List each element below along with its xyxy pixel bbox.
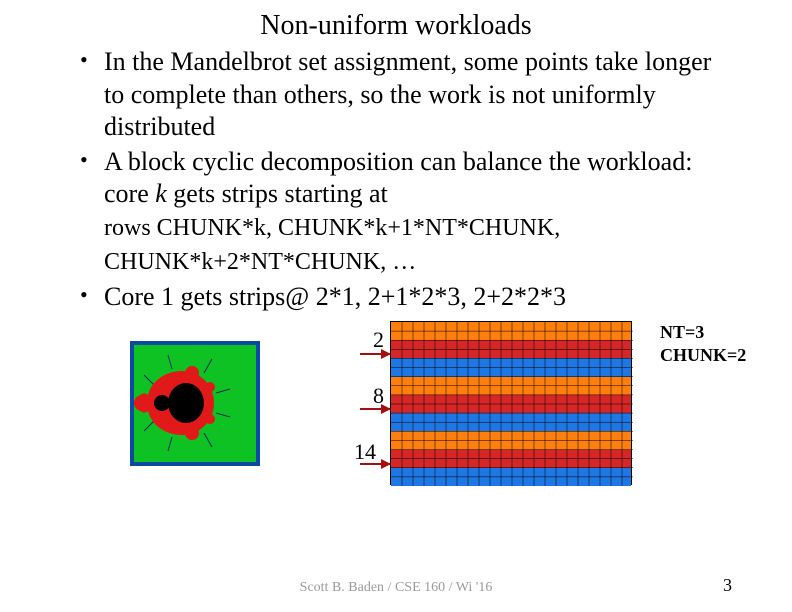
arrow-1 [360,353,390,355]
arrow-2 [360,408,390,410]
mandelbrot-svg [134,345,256,462]
bullet-list-2: Core 1 gets strips@ 2*1, 2+1*2*3, 2+2*2*… [60,281,732,314]
sub-2: CHUNK*k+2*NT*CHUNK, … [60,247,732,277]
arrow-3 [360,463,390,465]
page-number: 3 [723,575,732,596]
bullet-2: A block cyclic decomposition can balance… [80,146,732,211]
legend: NT=3 CHUNK=2 [660,321,792,366]
slide: Non-uniform workloads In the Mandelbrot … [0,0,792,612]
bullet-3: Core 1 gets strips@ 2*1, 2+1*2*3, 2+2*2*… [80,281,732,314]
bullet-list: In the Mandelbrot set assignment, some p… [60,46,732,211]
bullet-2-text-b: gets strips starting at [167,179,388,208]
row-label-14: 14 [350,439,376,465]
bullet-1: In the Mandelbrot set assignment, some p… [80,46,732,144]
slide-title: Non-uniform workloads [60,10,732,42]
footer: Scott B. Baden / CSE 160 / Wi '16 [0,580,792,596]
cyclic-grid [390,321,632,485]
legend-nt: NT=3 [660,321,792,344]
diagram-area: 2 8 14 NT=3 CHUNK=2 [60,321,732,511]
legend-chunk: CHUNK=2 [660,344,792,367]
bullet-2-k: k [155,179,167,208]
mandelbrot-thumb [130,341,260,466]
sub-1: rows CHUNK*k, CHUNK*k+1*NT*CHUNK, [60,213,732,243]
